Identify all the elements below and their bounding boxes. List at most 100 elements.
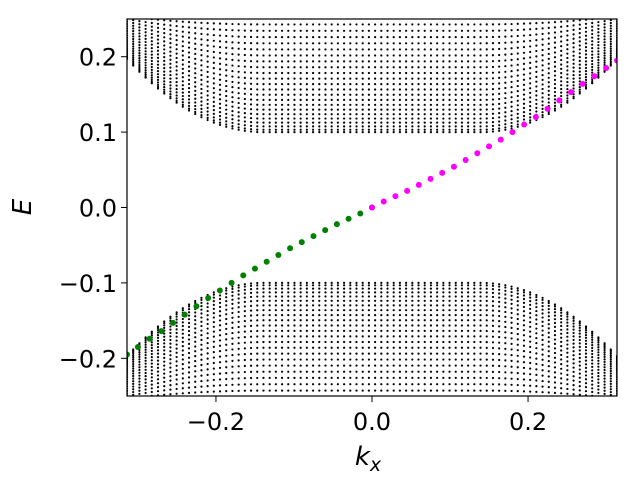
bulk-point xyxy=(448,295,451,298)
bulk-point xyxy=(256,329,259,333)
bulk-point xyxy=(243,23,246,26)
bulk-point xyxy=(187,109,191,112)
bulk-point xyxy=(355,295,358,298)
bulk-point xyxy=(436,66,439,69)
bulk-point xyxy=(603,10,605,12)
bulk-point xyxy=(405,340,408,344)
bulk-point xyxy=(281,402,283,404)
bulk-point xyxy=(616,402,618,404)
bulk-point xyxy=(541,312,544,315)
bulk-point xyxy=(311,340,315,344)
bulk-point xyxy=(361,383,364,386)
bulk-point xyxy=(268,299,271,302)
bulk-point xyxy=(547,112,550,116)
bulk-point xyxy=(194,365,197,368)
bulk-point xyxy=(225,46,228,49)
bulk-point xyxy=(138,392,141,395)
bulk-point xyxy=(541,320,544,323)
bulk-point xyxy=(206,27,209,30)
bulk-point xyxy=(237,47,240,50)
bulk-point xyxy=(504,310,507,314)
bulk-point xyxy=(349,125,352,128)
bulk-point xyxy=(436,23,439,26)
bulk-point xyxy=(262,77,265,80)
bulk-point xyxy=(156,73,160,76)
bulk-column xyxy=(386,19,389,396)
bulk-point xyxy=(150,62,153,66)
bulk-point xyxy=(187,334,191,337)
bulk-point xyxy=(268,324,271,327)
bulk-point xyxy=(144,24,147,27)
bulk-point xyxy=(200,329,203,332)
bulk-point xyxy=(429,299,433,302)
bulk-point xyxy=(262,295,265,298)
bulk-point xyxy=(256,125,259,128)
bulk-point xyxy=(448,35,451,39)
bulk-point xyxy=(256,82,259,86)
bulk-point xyxy=(132,61,135,65)
bulk-point xyxy=(212,345,215,348)
bulk-point xyxy=(566,94,569,97)
bulk-point xyxy=(560,67,563,70)
bulk-point xyxy=(609,52,612,55)
bulk-point xyxy=(280,42,284,45)
bulk-point xyxy=(374,364,377,367)
bulk-point xyxy=(405,324,408,327)
bulk-point xyxy=(349,346,352,349)
bulk-point xyxy=(249,284,253,287)
bulk-point xyxy=(460,364,464,367)
bulk-point xyxy=(386,35,389,39)
bulk-point xyxy=(212,56,215,59)
bulk-point xyxy=(163,27,166,30)
bulk-point xyxy=(460,113,464,116)
bulk-point xyxy=(212,87,215,90)
bulk-point xyxy=(318,117,321,120)
bulk-point xyxy=(479,77,482,80)
bulk-point xyxy=(436,54,439,57)
bulk-point xyxy=(200,83,203,86)
edge-point xyxy=(357,210,364,217)
bulk-point xyxy=(206,337,209,340)
bulk-point xyxy=(398,364,402,367)
bulk-point xyxy=(206,94,209,97)
bulk-point xyxy=(386,83,389,86)
bulk-point xyxy=(597,71,600,74)
edge-point xyxy=(415,181,422,188)
bulk-point xyxy=(194,37,197,40)
bulk-point xyxy=(349,35,352,39)
bulk-point xyxy=(516,372,519,375)
bulk-point xyxy=(256,364,259,367)
bulk-point xyxy=(535,39,538,42)
bulk-point xyxy=(566,97,569,100)
bulk-point xyxy=(578,44,581,47)
bulk-point xyxy=(591,80,594,83)
bulk-point xyxy=(392,66,395,69)
bulk-point xyxy=(498,127,501,130)
bulk-point xyxy=(491,103,495,106)
bulk-point xyxy=(566,343,569,346)
bulk-point xyxy=(541,59,544,62)
bulk-point xyxy=(609,358,612,361)
bulk-point xyxy=(274,103,277,106)
bulk-point xyxy=(516,327,519,331)
bulk-point xyxy=(398,60,402,63)
bulk-point xyxy=(591,43,594,46)
bulk-point xyxy=(522,22,526,25)
bulk-point xyxy=(361,324,364,327)
bulk-point xyxy=(336,98,339,101)
bulk-point xyxy=(591,25,594,28)
bulk-point xyxy=(342,291,346,294)
bulk-point xyxy=(584,30,588,33)
bulk-point xyxy=(417,329,420,332)
bulk-point xyxy=(392,383,395,386)
bulk-point xyxy=(411,314,414,317)
bulk-point xyxy=(535,306,538,309)
bulk-point xyxy=(572,379,575,382)
bulk-point xyxy=(367,60,370,63)
bulk-point xyxy=(194,336,197,339)
bulk-point xyxy=(237,286,240,289)
bulk-point xyxy=(423,88,426,91)
bulk-point xyxy=(194,112,197,116)
bulk-point xyxy=(436,103,439,106)
bulk-point xyxy=(442,98,445,101)
